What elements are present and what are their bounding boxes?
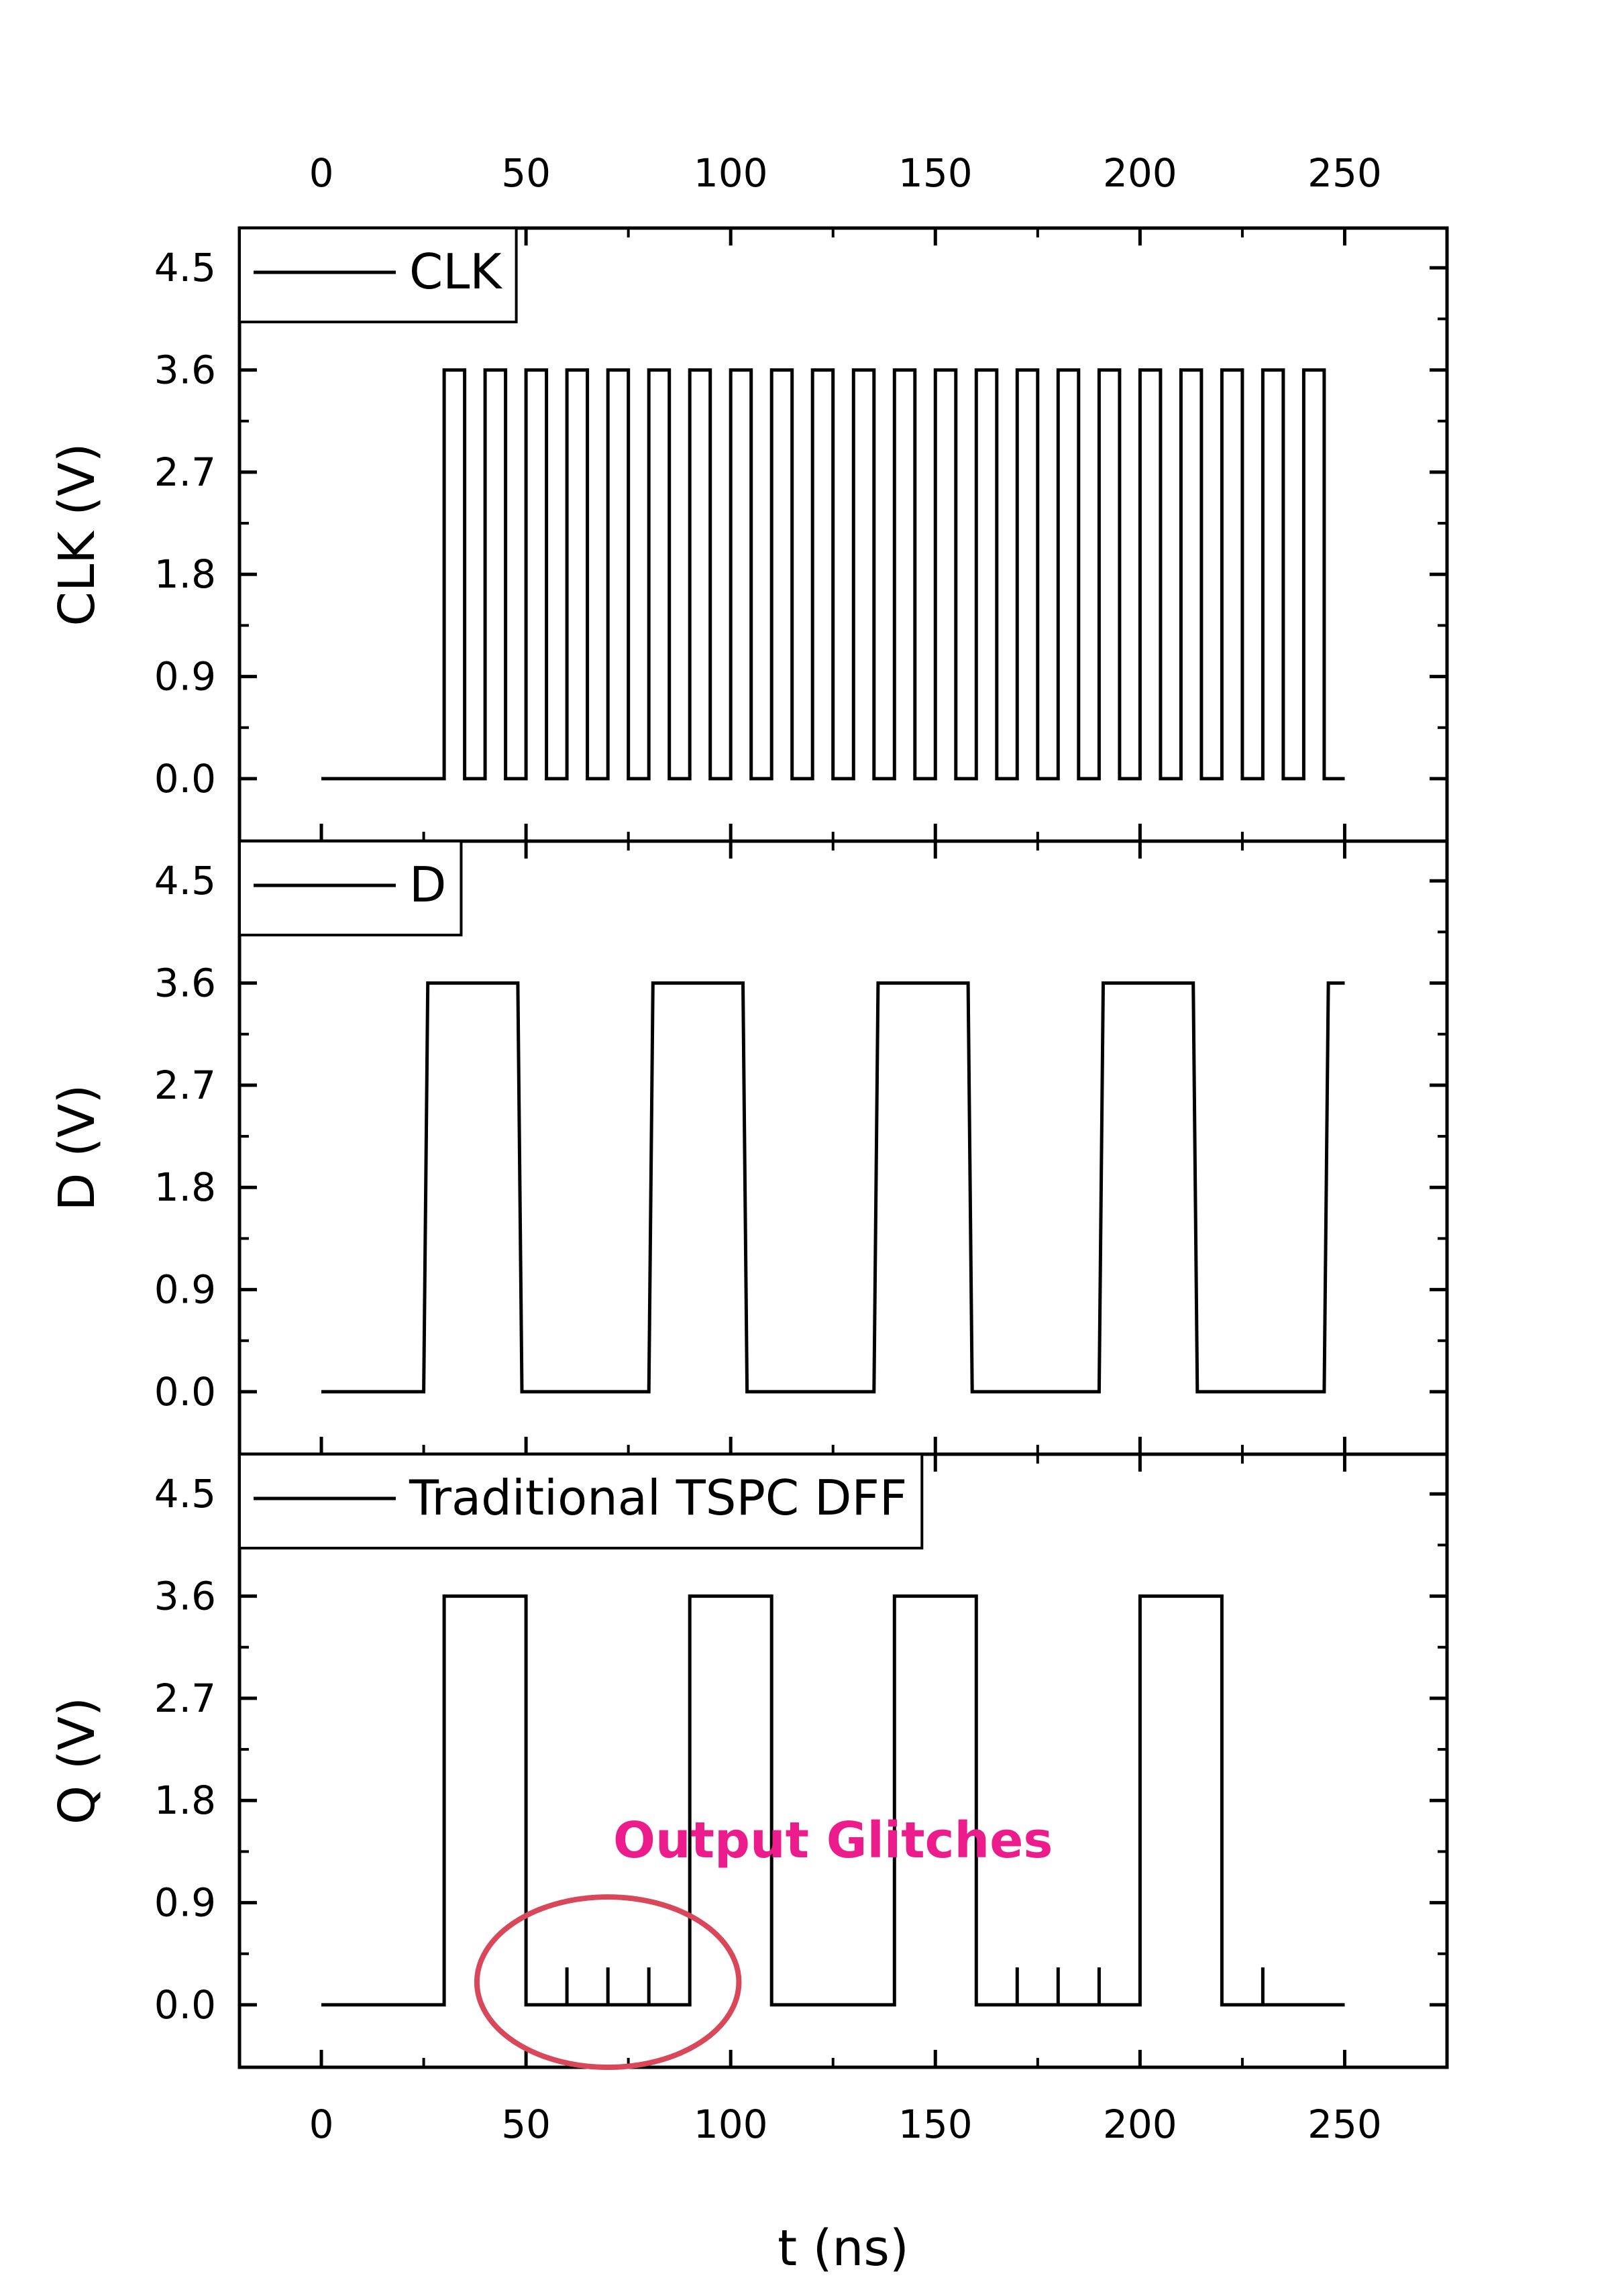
y-tick-label: 3.6 bbox=[154, 347, 216, 393]
y-tick-label: 1.8 bbox=[154, 551, 216, 597]
panels-layer: 0.0 0.9 1.8 2.7 3.6 4.5 CLK (V) CLK 0.0 0.9 1.8 2.7… bbox=[48, 226, 1449, 2071]
y-tick-label: 0.0 bbox=[154, 756, 216, 802]
series-line-q bbox=[321, 1594, 1345, 2007]
y-tick-label: 1.8 bbox=[154, 1164, 216, 1210]
y-tick-label: 1.8 bbox=[154, 1778, 216, 1823]
legend-d: D bbox=[238, 840, 463, 936]
y-axis-title: D (V) bbox=[48, 1085, 106, 1211]
annotation-label: Output Glitches bbox=[613, 1812, 1053, 1869]
y-tick-label: 0.9 bbox=[154, 654, 216, 700]
series-line-d bbox=[321, 981, 1345, 1394]
y-tick-label: 4.5 bbox=[154, 245, 216, 290]
x-axis: 0 0 50 50 100 100 150 150 200 200 250 250 bbox=[309, 150, 1382, 2147]
y-tick-label: 3.6 bbox=[154, 1574, 216, 1619]
legend-box bbox=[238, 227, 518, 323]
x-tick-label-top: 250 bbox=[1307, 150, 1382, 196]
legend-box bbox=[238, 840, 463, 936]
y-tick-label: 2.7 bbox=[154, 449, 216, 495]
legend-label: Traditional TSPC DFF bbox=[409, 1470, 907, 1526]
panel-clk: 0.0 0.9 1.8 2.7 3.6 4.5 CLK (V) CLK bbox=[48, 226, 1449, 843]
legend-box bbox=[238, 1453, 924, 1549]
legend-label: D bbox=[409, 857, 446, 913]
y-axis-title: CLK (V) bbox=[48, 443, 106, 626]
y-tick-label: 4.5 bbox=[154, 858, 216, 904]
x-tick-label: 0 bbox=[309, 2101, 334, 2147]
x-tick-label: 250 bbox=[1307, 2101, 1382, 2147]
y-tick-label: 0.9 bbox=[154, 1267, 216, 1313]
panel-q: 0.0 0.9 1.8 2.7 3.6 4.5 Q (V) Traditional TSPC … bbox=[48, 1452, 1449, 2071]
x-tick-label: 150 bbox=[898, 2101, 973, 2147]
x-tick-label-top: 100 bbox=[694, 150, 768, 196]
y-tick-label: 2.7 bbox=[154, 1676, 216, 1721]
glitch-highlight-ellipse bbox=[474, 1894, 742, 2071]
x-tick-label: 200 bbox=[1103, 2101, 1177, 2147]
x-tick-label-top: 200 bbox=[1103, 150, 1177, 196]
legend-clk: CLK bbox=[238, 227, 518, 323]
x-tick-label-top: 50 bbox=[501, 150, 551, 196]
x-tick-label-top: 150 bbox=[898, 150, 973, 196]
x-tick-label: 50 bbox=[501, 2101, 551, 2147]
x-tick-label-top: 0 bbox=[309, 150, 334, 196]
legend-q: Traditional TSPC DFF bbox=[238, 1453, 924, 1549]
y-tick-label: 2.7 bbox=[154, 1062, 216, 1108]
legend-label: CLK bbox=[409, 243, 502, 300]
y-axis-title: Q (V) bbox=[48, 1697, 106, 1824]
panel-d: 0.0 0.9 1.8 2.7 3.6 4.5 D (V) D bbox=[48, 839, 1449, 1456]
y-tick-label: 3.6 bbox=[154, 961, 216, 1006]
series-line-clk bbox=[321, 368, 1345, 781]
x-tick-label: 100 bbox=[694, 2101, 768, 2147]
y-tick-label: 0.0 bbox=[154, 1369, 216, 1415]
y-tick-label: 0.9 bbox=[154, 1880, 216, 1926]
x-axis-title: t (ns) bbox=[778, 2220, 909, 2277]
y-tick-label: 0.0 bbox=[154, 1982, 216, 2028]
y-tick-label: 4.5 bbox=[154, 1471, 216, 1517]
